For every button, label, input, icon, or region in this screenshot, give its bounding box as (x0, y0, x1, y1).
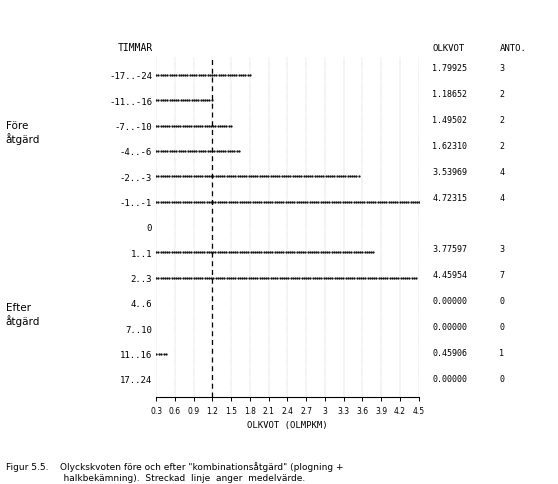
Text: TIMMAR: TIMMAR (118, 43, 153, 53)
Text: 0: 0 (499, 374, 504, 383)
Text: 2: 2 (499, 116, 504, 125)
Text: 1.49502: 1.49502 (432, 116, 468, 125)
Text: 2: 2 (499, 90, 504, 99)
Text: 3: 3 (499, 245, 504, 254)
Text: 3.53969: 3.53969 (432, 167, 468, 176)
Text: 0.00000: 0.00000 (432, 322, 468, 332)
X-axis label: OLKVOT (OLMPKM): OLKVOT (OLMPKM) (247, 421, 328, 429)
Text: 3.77597: 3.77597 (432, 245, 468, 254)
Text: Figur 5.5.    Olyckskvoten före och efter "kombinationsåtgärd" (plogning +
     : Figur 5.5. Olyckskvoten före och efter "… (6, 461, 343, 482)
Text: 4.45954: 4.45954 (432, 271, 468, 280)
Text: 7: 7 (499, 271, 504, 280)
Text: 0.45906: 0.45906 (432, 348, 468, 357)
Text: 0.00000: 0.00000 (432, 297, 468, 306)
Text: 3: 3 (499, 64, 504, 73)
Text: 1: 1 (499, 348, 504, 357)
Text: 4: 4 (499, 193, 504, 202)
Text: 0.00000: 0.00000 (432, 374, 468, 383)
Text: 2: 2 (499, 141, 504, 151)
Text: 4: 4 (499, 167, 504, 176)
Text: 1.62310: 1.62310 (432, 141, 468, 151)
Text: 1.79925: 1.79925 (432, 64, 468, 73)
Text: ANTO.: ANTO. (499, 44, 526, 53)
Text: Före
åtgärd: Före åtgärd (6, 121, 40, 145)
Text: OLKVOT: OLKVOT (432, 44, 465, 53)
Text: 0: 0 (499, 297, 504, 306)
Text: Efter
åtgärd: Efter åtgärd (6, 302, 40, 326)
Text: 0: 0 (499, 322, 504, 332)
Text: 1.18652: 1.18652 (432, 90, 468, 99)
Text: 4.72315: 4.72315 (432, 193, 468, 202)
